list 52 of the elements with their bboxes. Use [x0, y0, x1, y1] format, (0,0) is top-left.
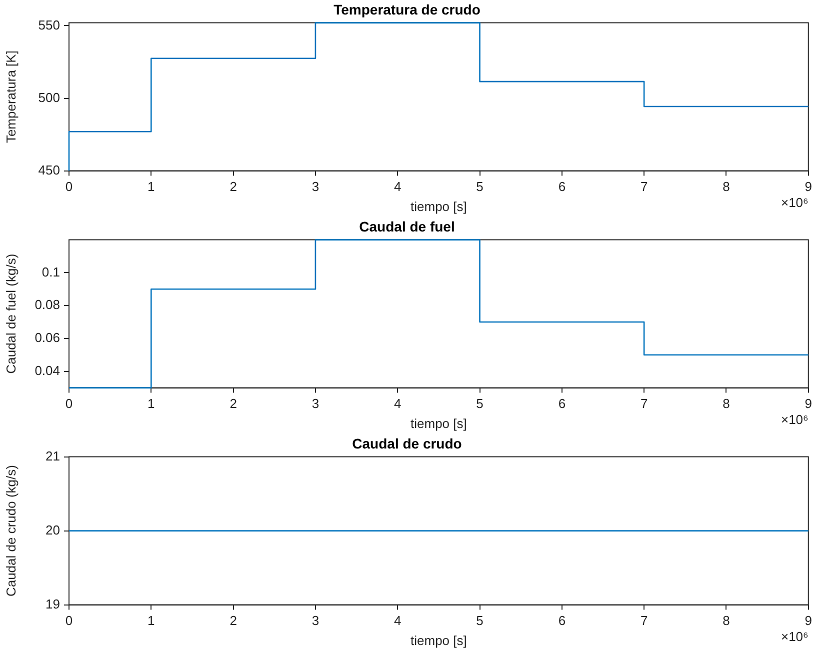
x-tick-label: 9 — [804, 396, 812, 412]
x-tick-label: 5 — [476, 179, 484, 194]
y-tick-label: 500 — [38, 90, 60, 105]
x-tick-label: 4 — [394, 179, 402, 194]
x-axis-title: tiempo [s] — [410, 416, 467, 431]
x-tick-label: 0 — [65, 396, 73, 412]
x-tick-label: 9 — [804, 613, 812, 628]
x-tick-label: 4 — [394, 396, 402, 412]
x-tick-label: 1 — [148, 396, 155, 412]
y-tick-label: 19 — [46, 596, 60, 612]
x-tick-label: 6 — [558, 396, 566, 412]
x-tick-label: 8 — [722, 396, 730, 412]
y-tick-label: 20 — [46, 522, 60, 538]
y-tick-label: 550 — [38, 17, 60, 32]
x-tick-label: 0 — [65, 613, 73, 628]
x-axis-title: tiempo [s] — [410, 632, 467, 648]
x-tick-label: 6 — [558, 179, 566, 194]
y-tick-label: 0.1 — [42, 264, 60, 280]
y-axis-title: Temperatura [K] — [3, 50, 18, 144]
x-tick-label: 3 — [312, 396, 320, 412]
text: ×10⁶ — [780, 412, 808, 427]
y-axis-title: Caudal de fuel (kg/s) — [3, 254, 18, 374]
text: ×10⁶ — [780, 194, 808, 210]
x-tick-label: 2 — [230, 613, 237, 628]
x-tick-label: 7 — [640, 396, 648, 412]
x-tick-label: 5 — [476, 613, 484, 628]
x-tick-label: 3 — [312, 613, 320, 628]
chart-title: Temperatura de crudo — [334, 1, 480, 18]
x-tick-label: 7 — [640, 613, 648, 628]
x-tick-label: 8 — [722, 613, 730, 628]
x-tick-label: 8 — [722, 179, 730, 194]
y-tick-label: 0.08 — [34, 297, 60, 312]
x-tick-label: 1 — [148, 179, 155, 194]
y-axis-title: Caudal de crudo (kg/s) — [3, 465, 18, 597]
x-tick-label: 6 — [558, 613, 566, 628]
y-tick-label: 21 — [46, 448, 60, 464]
x-tick-label: 0 — [65, 179, 73, 194]
x-tick-label: 7 — [640, 179, 648, 194]
y-tick-label: 0.06 — [34, 330, 60, 346]
x-tick-label: 9 — [804, 179, 812, 194]
x-tick-label: 1 — [148, 613, 155, 628]
chart-title: Caudal de crudo — [352, 435, 462, 452]
x-axis-title: tiempo [s] — [410, 198, 467, 214]
x-tick-label: 3 — [312, 179, 320, 194]
x-tick-label: 2 — [230, 396, 237, 412]
x-tick-label: 2 — [230, 179, 237, 194]
y-tick-label: 0.04 — [34, 362, 60, 378]
x-tick-label: 4 — [394, 613, 402, 628]
y-tick-label: 450 — [38, 162, 60, 178]
x-tick-label: 5 — [476, 396, 484, 412]
text: ×10⁶ — [780, 628, 808, 644]
chart-title: Caudal de fuel — [359, 218, 455, 234]
